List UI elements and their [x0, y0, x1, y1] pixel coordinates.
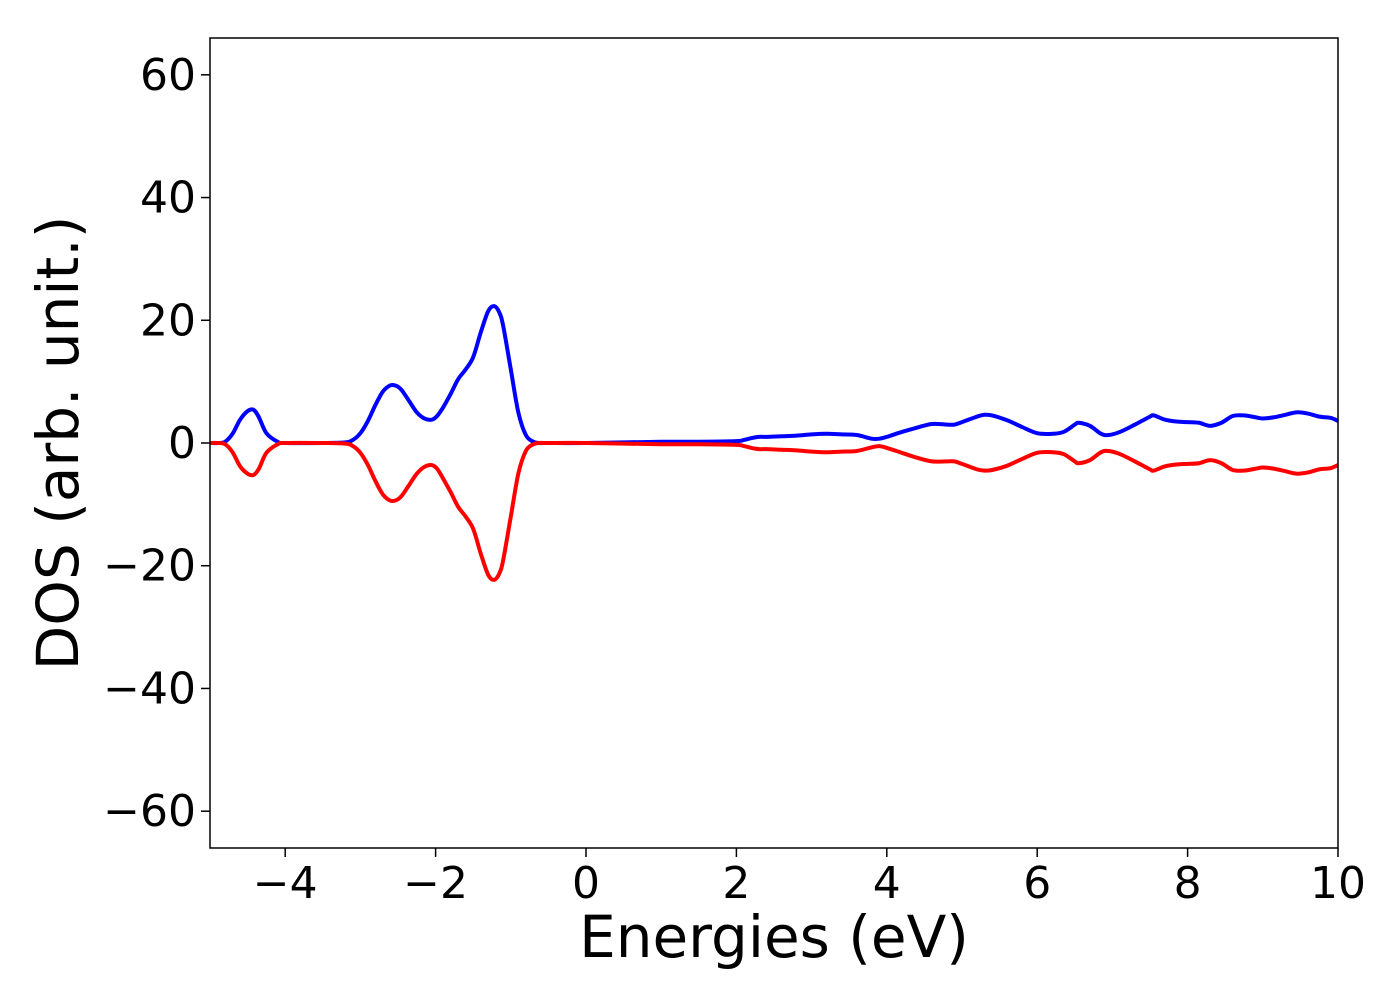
- y-tick-label: 20: [140, 295, 196, 346]
- x-tick-label: 6: [1023, 858, 1051, 909]
- series-line-0: [210, 304, 1338, 446]
- x-tick-label: 0: [572, 858, 600, 909]
- x-tick-label: −2: [403, 858, 468, 909]
- x-axis-title: Energies (eV): [579, 903, 969, 971]
- y-tick-label: −40: [103, 663, 196, 714]
- x-tick-label: 10: [1310, 858, 1366, 909]
- series-line-1: [210, 440, 1338, 582]
- series-layer: [210, 304, 1338, 582]
- y-axis: −60 −40 −20 0 20 40 60: [103, 50, 210, 837]
- x-tick-label: 2: [722, 858, 750, 909]
- y-tick-label: 60: [140, 50, 196, 101]
- y-tick-label: −60: [103, 786, 196, 837]
- x-axis: −4 −2 0 2 4 6 8 10: [253, 848, 1366, 909]
- y-tick-label: 40: [140, 173, 196, 224]
- y-tick-label: 0: [168, 418, 196, 469]
- y-tick-label: −20: [103, 541, 196, 592]
- plot-area-frame: [209, 37, 1339, 849]
- x-tick-label: 8: [1174, 858, 1202, 909]
- y-axis-title: DOS (arb. unit.): [24, 216, 92, 671]
- x-tick-label: 4: [873, 858, 901, 909]
- x-tick-label: −4: [253, 858, 318, 909]
